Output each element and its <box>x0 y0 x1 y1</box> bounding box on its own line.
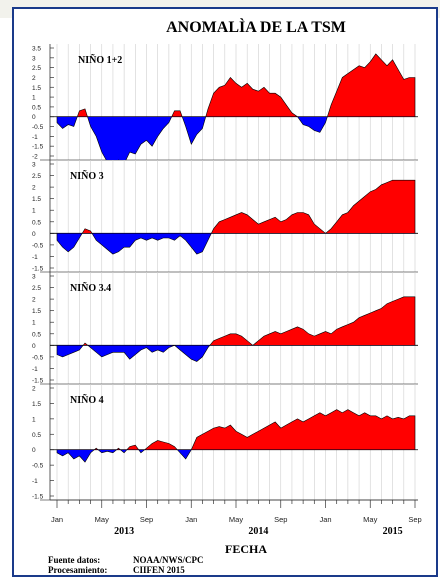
y-tick-label: -0.5 <box>32 124 44 131</box>
year-label: 2013 <box>114 526 134 537</box>
y-tick-label: 0.5 <box>32 432 41 439</box>
panel-2: 3 2.5 2 1.5 1 0.5 0 -0.5 -1 -1.5 NIÑO 3 <box>32 160 418 273</box>
x-tick-label: Jan <box>185 515 197 524</box>
y-tick-label: 3 <box>32 162 36 169</box>
y-tick-label: -0.5 <box>32 242 44 249</box>
y-tick-label: 2 <box>32 75 36 82</box>
y-tick-label: -1.5 <box>32 144 44 151</box>
processing-value: CIIFEN 2015 <box>133 565 185 575</box>
year-label: 2014 <box>248 526 268 537</box>
panel-title: NIÑO 3 <box>70 170 104 182</box>
y-tick-label: -2 <box>32 154 38 161</box>
y-tick-label: 2.5 <box>32 173 41 180</box>
y-tick-label: 1 <box>32 416 36 423</box>
y-tick-label: -1 <box>32 134 38 141</box>
panel-3: 3 2.5 2 1.5 1 0.5 0 -0.5 -1 -1.5 NIÑO 3.4 <box>32 272 418 385</box>
y-tick-label: 0 <box>32 231 36 238</box>
y-tick-label: 0.5 <box>32 104 41 111</box>
chart-title: ANOMALÌA DE LA TSM <box>166 17 346 36</box>
y-tick-label: 0.5 <box>32 331 41 338</box>
x-tick-label: May <box>229 515 243 524</box>
y-tick-label: 3 <box>32 55 36 62</box>
y-tick-label: -1 <box>32 478 38 485</box>
y-tick-label: -1 <box>32 366 38 373</box>
source-label: Fuente datos: <box>48 555 100 565</box>
y-tick-label: 2 <box>32 297 36 304</box>
anomaly-area-positive <box>56 53 416 117</box>
panel-title: NIÑO 4 <box>70 394 104 406</box>
y-tick-label: 1.5 <box>32 401 41 408</box>
processing-label: Procesamiento: <box>48 565 107 575</box>
y-tick-label: 1 <box>32 95 36 102</box>
y-tick-label: 1.5 <box>32 308 41 315</box>
x-axis: Jan May Sep Jan May Sep Jan May Sep 2013 2014 2015 <box>50 499 422 537</box>
y-tick-label: 2.5 <box>32 285 41 292</box>
anomaly-area-positive <box>56 179 416 234</box>
x-tick-label: Jan <box>51 515 63 524</box>
y-tick-label: 1 <box>32 208 36 215</box>
y-tick-label: -1 <box>32 254 38 261</box>
y-tick-label: 1 <box>32 320 36 327</box>
y-tick-label: 3 <box>32 274 36 281</box>
y-tick-label: 1.5 <box>32 196 41 203</box>
y-tick-label: -1.5 <box>32 266 44 273</box>
y-tick-label: -0.5 <box>32 463 44 470</box>
y-tick-label: 2.5 <box>32 65 41 72</box>
y-tick-label: -1.5 <box>32 494 44 501</box>
anomaly-area-positive <box>56 296 416 346</box>
anomaly-area-negative <box>56 345 416 362</box>
x-axis-label: FECHA <box>225 542 267 556</box>
y-tick-label: 1.5 <box>32 85 41 92</box>
x-tick-label: Sep <box>274 515 287 524</box>
y-tick-label: 3.5 <box>32 46 41 53</box>
year-label: 2015 <box>383 526 403 537</box>
x-tick-label: Sep <box>140 515 153 524</box>
panel-title: NIÑO 1+2 <box>78 54 122 66</box>
anomaly-area-negative <box>56 116 416 160</box>
panel-title: NIÑO 3.4 <box>70 282 111 294</box>
source-value: NOAA/NWS/CPC <box>133 555 204 565</box>
y-tick-label: 2 <box>32 185 36 192</box>
anomaly-area-negative <box>56 449 416 463</box>
x-tick-label: Jan <box>319 515 331 524</box>
y-tick-label: -1.5 <box>32 378 44 385</box>
panel-1: 3.5 3 2.5 2 1.5 1 0.5 0 -0.5 -1 -1.5 -2 NIÑO 1+2 <box>32 44 418 161</box>
y-tick-label: 0 <box>32 114 36 121</box>
y-tick-label: -0.5 <box>32 354 44 361</box>
panels-group: 3.5 3 2.5 2 1.5 1 0.5 0 -0.5 -1 -1.5 -2 NIÑO 1+2 3 2.5… <box>32 44 418 501</box>
y-tick-label: 2 <box>32 386 36 393</box>
anomaly-area-negative <box>56 233 416 255</box>
anomaly-area-positive <box>56 409 416 450</box>
y-tick-label: 0.5 <box>32 219 41 226</box>
x-tick-label: Sep <box>408 515 421 524</box>
y-tick-label: 0 <box>32 447 36 454</box>
x-tick-label: May <box>95 515 109 524</box>
x-tick-label: May <box>363 515 377 524</box>
y-tick-label: 0 <box>32 343 36 350</box>
